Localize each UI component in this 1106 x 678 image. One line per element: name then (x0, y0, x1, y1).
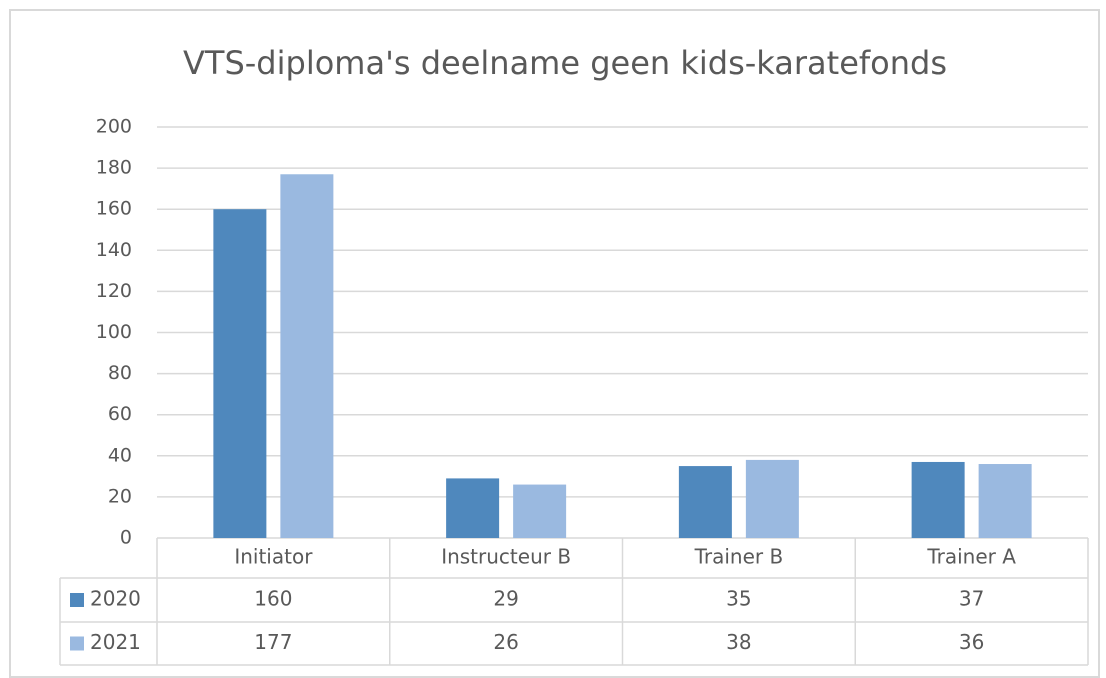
y-tick-label: 60 (108, 403, 132, 425)
bar (446, 478, 500, 538)
y-tick-label: 0 (120, 527, 132, 549)
y-tick-label: 20 (108, 485, 132, 507)
x-tick-label: Instructeur B (441, 545, 571, 569)
legend-label: 2020 (90, 587, 141, 611)
bar (280, 174, 334, 538)
y-tick-label: 180 (96, 157, 132, 179)
table-value: 177 (254, 630, 292, 654)
table-value: 29 (493, 587, 518, 611)
chart-title: VTS-diploma's deelname geen kids-karatef… (183, 44, 947, 82)
table-value: 38 (726, 630, 751, 654)
bar (978, 464, 1032, 538)
bar (911, 461, 965, 538)
chart-frame (9, 9, 1100, 678)
y-tick-label: 100 (96, 321, 132, 343)
table-value: 36 (959, 630, 984, 654)
legend-swatch (70, 636, 84, 651)
x-tick-label: Trainer A (926, 545, 1016, 569)
table-value: 37 (959, 587, 984, 611)
bar (678, 466, 732, 538)
table-value: 26 (493, 630, 518, 654)
bar (213, 209, 267, 538)
y-tick-label: 140 (96, 239, 132, 261)
y-tick-label: 160 (96, 198, 132, 220)
legend-label: 2021 (90, 630, 141, 654)
x-tick-label: Initiator (234, 545, 313, 569)
y-tick-label: 200 (96, 116, 132, 138)
bar (513, 484, 567, 538)
table-value: 35 (726, 587, 751, 611)
y-tick-label: 40 (108, 444, 132, 466)
y-tick-label: 120 (96, 280, 132, 302)
table-value: 160 (254, 587, 292, 611)
legend-swatch (70, 593, 84, 607)
x-tick-label: Trainer B (694, 545, 784, 569)
bar (745, 459, 799, 538)
y-tick-label: 80 (108, 362, 132, 384)
